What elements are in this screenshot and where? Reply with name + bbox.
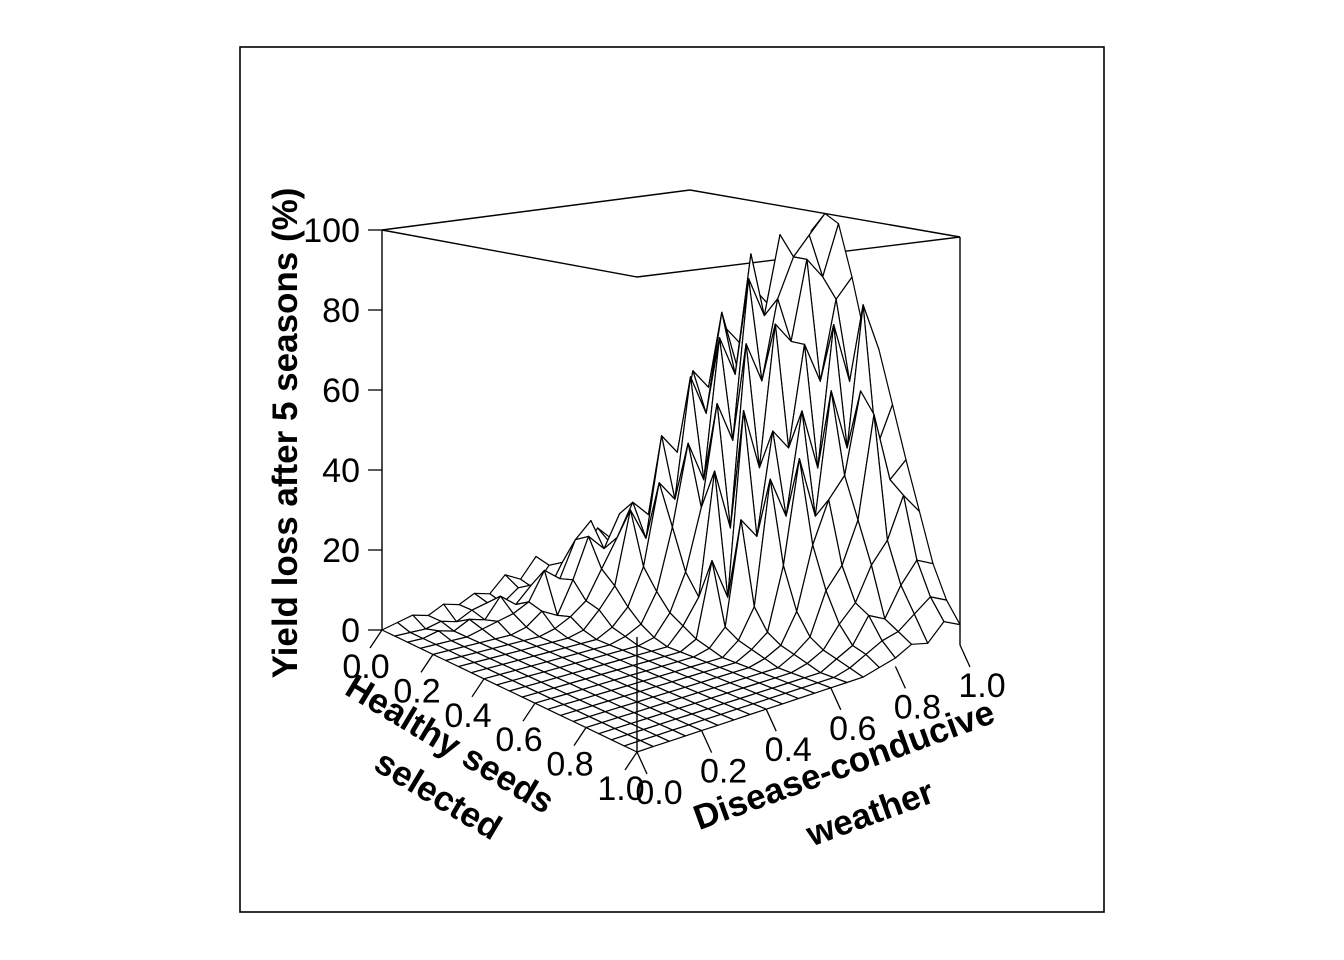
y-tick-label: 0.8 [894, 688, 941, 726]
x-tick-label: 0.0 [342, 648, 389, 686]
z-tick-label: 40 [322, 452, 360, 490]
x-tick-label: 0.6 [495, 721, 542, 759]
y-tick-mark [636, 751, 648, 775]
y-tick-label: 1.0 [958, 667, 1005, 705]
z-tick-label: 100 [303, 212, 360, 250]
x-axis-ticks: 0.00.20.40.60.81.0 [342, 629, 645, 808]
z-axis-ticks: 0 20 40 60 80 100 [303, 212, 382, 650]
x-tick-mark [369, 629, 383, 649]
surface-mesh [381, 212, 961, 753]
surface-cell [623, 739, 654, 753]
plot-frame [239, 46, 1105, 913]
x-tick-label: 1.0 [597, 770, 644, 808]
y-tick-mark [701, 730, 713, 753]
x-tick-mark [624, 751, 638, 771]
x-tick-mark [573, 727, 587, 746]
z-tick-label: 20 [322, 532, 360, 570]
x-tick-label: 0.2 [393, 672, 440, 710]
x-tick-label: 0.4 [444, 697, 491, 735]
z-tick-label: 0 [341, 612, 360, 650]
y-tick-mark [959, 644, 971, 668]
y-tick-label: 0.0 [635, 774, 682, 812]
z-tick-label: 80 [322, 292, 360, 330]
y-tick-mark [830, 687, 842, 711]
box-edge-top-back-left [381, 189, 691, 231]
x-tick-mark [420, 654, 434, 673]
y-tick-label: 0.4 [765, 731, 812, 769]
z-tick-label: 60 [322, 372, 360, 410]
x-tick-mark [522, 702, 536, 722]
bounding-box-back-edges [381, 189, 961, 645]
y-tick-mark [765, 708, 777, 732]
y-tick-label: 0.6 [829, 710, 876, 748]
box-edge-top-front-left [381, 229, 638, 278]
z-axis-title: Yield loss after 5 seasons (%) [266, 188, 305, 679]
y-axis-ticks: 0.0 0.2 0.4 0.6 0.8 1.0 [635, 644, 1006, 812]
y-tick-label: 0.2 [700, 753, 747, 791]
x-tick-mark [471, 678, 485, 698]
x-tick-label: 0.8 [546, 746, 593, 784]
y-tick-mark [894, 666, 906, 689]
